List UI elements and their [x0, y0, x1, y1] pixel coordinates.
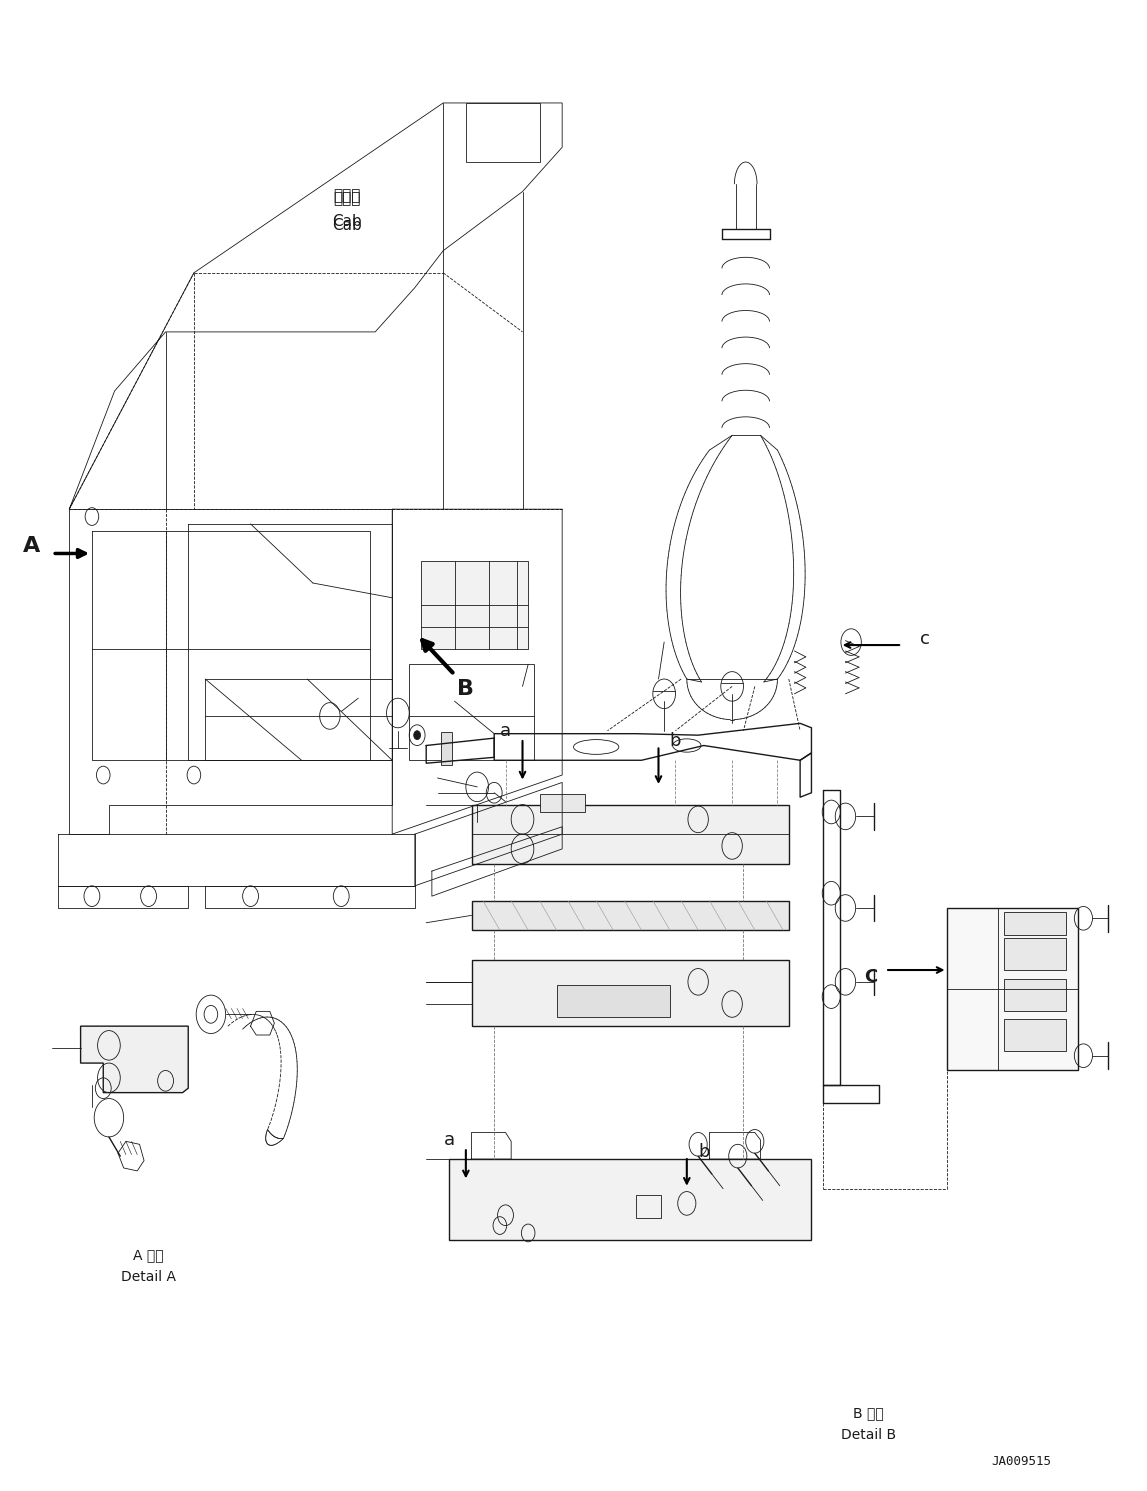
Bar [556, 984, 670, 1017]
Text: a: a [444, 1130, 454, 1150]
Circle shape [414, 731, 421, 740]
Text: c: c [920, 631, 930, 649]
Text: キャブ: キャブ [333, 191, 360, 206]
Text: A 詳細: A 詳細 [133, 1248, 164, 1261]
Polygon shape [80, 1026, 188, 1093]
Bar [1004, 912, 1067, 935]
Polygon shape [471, 960, 789, 1026]
Text: Cab: Cab [331, 218, 361, 233]
Bar [466, 103, 539, 163]
Bar [1004, 1018, 1067, 1051]
Text: Detail A: Detail A [122, 1270, 177, 1284]
Text: B 詳細: B 詳細 [852, 1406, 883, 1419]
Text: Cab: Cab [331, 213, 361, 228]
Bar [440, 732, 452, 765]
Bar [539, 795, 585, 813]
Text: b: b [670, 732, 681, 750]
Bar [947, 908, 1078, 1071]
Bar [421, 561, 528, 650]
Text: a: a [500, 722, 512, 740]
Polygon shape [448, 1159, 811, 1241]
Polygon shape [471, 805, 789, 863]
Text: C: C [864, 969, 877, 987]
Polygon shape [471, 901, 789, 930]
Text: B: B [458, 680, 475, 699]
Bar [409, 665, 533, 760]
Bar [1004, 938, 1067, 971]
Text: A: A [23, 537, 40, 556]
Text: キャブ: キャブ [333, 188, 360, 203]
Text: JA009515: JA009515 [991, 1455, 1051, 1469]
Text: b: b [699, 1142, 710, 1160]
Bar [635, 1194, 661, 1218]
Text: Detail B: Detail B [841, 1428, 896, 1442]
Bar [1004, 980, 1067, 1011]
